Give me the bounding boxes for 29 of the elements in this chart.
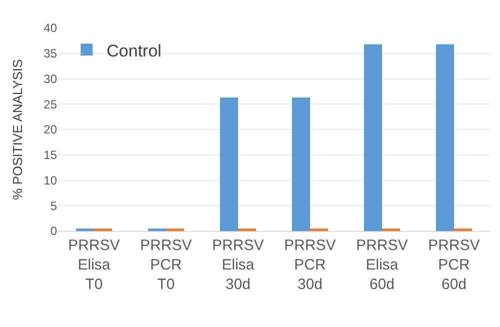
bar [166, 228, 184, 231]
bar [436, 44, 454, 231]
bar [292, 98, 310, 231]
bar [220, 98, 238, 231]
legend-label: Control [106, 41, 162, 60]
y-tick-label: 10 [44, 173, 58, 188]
x-tick-label: PRRSV PCR 30d [284, 237, 336, 293]
bar [76, 228, 94, 231]
bar [310, 228, 328, 231]
y-axis-title: % POSITIVE ANALYSIS [10, 58, 25, 200]
bar [238, 228, 256, 231]
x-tick-label: PRRSV Elisa 30d [212, 237, 264, 293]
bar [364, 44, 382, 231]
x-tick-label: PRRSV Elisa 60d [356, 237, 408, 293]
bar [148, 228, 166, 231]
x-tick-label: PRRSV Elisa T0 [68, 237, 120, 293]
y-tick-label: 40 [44, 21, 58, 36]
y-tick-label: 0 [50, 224, 58, 238]
x-tick-label: PRRSV PCR 60d [428, 237, 480, 293]
bar [382, 228, 400, 231]
y-tick-label: 35 [44, 46, 58, 61]
y-tick-label: 5 [50, 198, 58, 213]
y-tick-label: 25 [44, 97, 58, 112]
y-tick-label: 30 [44, 72, 58, 86]
bar [454, 228, 472, 231]
x-tick-label: PRRSV PCR T0 [140, 237, 192, 293]
y-tick-label: 15 [44, 148, 58, 162]
bar [94, 228, 112, 231]
y-tick-label: 20 [44, 122, 58, 137]
